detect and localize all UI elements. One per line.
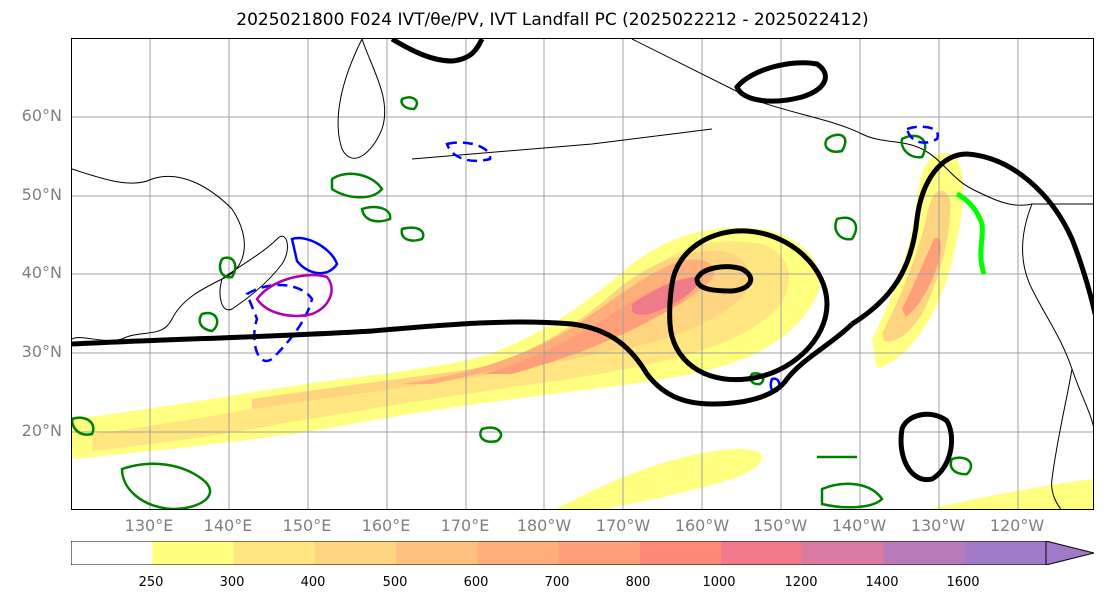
kamchatka [337, 39, 386, 159]
colorbar [70, 540, 1095, 566]
lon-label-140e: 140°E [203, 516, 253, 535]
theta-e-loop-1 [667, 228, 830, 383]
cbar-tick-500: 500 [382, 575, 408, 590]
lon-label-160w: 160°W [674, 516, 730, 535]
lon-label-130e: 130°E [124, 516, 174, 535]
colorbar-svg [70, 540, 1095, 566]
colorbar-segment [802, 541, 885, 565]
lat-label-60n: 60°N [21, 106, 62, 125]
theta-e-north [390, 39, 485, 64]
cbar-tick-800: 800 [625, 575, 651, 590]
ivt-coastal-700 [902, 237, 941, 317]
lon-label-170e: 170°E [440, 516, 490, 535]
cbar-tick-700: 700 [544, 575, 570, 590]
cbar-tick-1600: 1600 [946, 575, 980, 590]
theta-e-south-loop [898, 411, 955, 483]
magenta-contour [255, 273, 333, 318]
ivt-coastal-400 [882, 190, 951, 342]
cbar-tick-300: 300 [219, 575, 245, 590]
lon-label-130w: 130°W [910, 516, 966, 535]
graticule [72, 39, 1093, 509]
colorbar-segment [477, 541, 560, 565]
lat-label-40n: 40°N [21, 263, 62, 282]
theta-e-contours [72, 39, 1093, 483]
cbar-tick-400: 400 [300, 575, 326, 590]
colorbar-extend-arrow [1045, 540, 1095, 566]
theta-e-top-loop [734, 60, 828, 104]
colorbar-segment [639, 541, 722, 565]
lon-label-140w: 140°W [831, 516, 887, 535]
lat-label-20n: 20°N [21, 421, 62, 440]
ivt-south-band [555, 448, 762, 509]
lat-label-50n: 50°N [21, 185, 62, 204]
mexico-coast [1051, 368, 1073, 509]
na-west-coast [1022, 203, 1093, 427]
pv-contours [72, 96, 973, 509]
japan [219, 236, 288, 311]
ivt-plume-600 [402, 259, 715, 384]
cbar-tick-600: 600 [463, 575, 489, 590]
ivt-plume-1000 [632, 277, 699, 315]
lon-label-180w: 180°W [516, 516, 572, 535]
map-canvas [72, 39, 1093, 509]
theta-e-main [72, 319, 854, 407]
asia-coast [72, 168, 245, 341]
lon-label-120w: 120°W [989, 516, 1045, 535]
cbar-tick-1000: 1000 [702, 575, 736, 590]
colorbar-segment [314, 541, 397, 565]
colorbar-segment [883, 541, 966, 565]
map-panel [71, 38, 1094, 510]
colorbar-segment [721, 541, 803, 565]
ivt-southeast-band [930, 479, 1093, 509]
figure-title: 2025021800 F024 IVT/θe/PV, IVT Landfall … [236, 10, 869, 30]
lon-label-150e: 150°E [282, 516, 332, 535]
lon-label-150w: 150°W [752, 516, 808, 535]
cbar-tick-1400: 1400 [865, 575, 899, 590]
colorbar-segment [152, 541, 235, 565]
ivt-shading [72, 153, 1093, 509]
theta-e-loop-2 [694, 264, 754, 294]
cbar-tick-1200: 1200 [784, 575, 818, 590]
lat-label-30n: 30°N [21, 342, 62, 361]
colorbar-segment [558, 541, 641, 565]
colorbar-segment [396, 541, 478, 565]
cbar-tick-250: 250 [138, 575, 164, 590]
coastlines [72, 39, 1093, 509]
alaska-coast [631, 39, 1093, 206]
ivt-plume-400 [252, 250, 751, 409]
lon-label-160e: 160°E [361, 516, 411, 535]
aleutians [411, 128, 713, 160]
theta-e-east [850, 151, 1093, 327]
lon-label-170w: 170°W [595, 516, 651, 535]
landfall-line [955, 191, 987, 275]
dashed-contours [245, 125, 939, 363]
colorbar-segment [964, 541, 1047, 565]
colorbar-segment [233, 541, 316, 565]
colorbar-segment [71, 541, 153, 565]
